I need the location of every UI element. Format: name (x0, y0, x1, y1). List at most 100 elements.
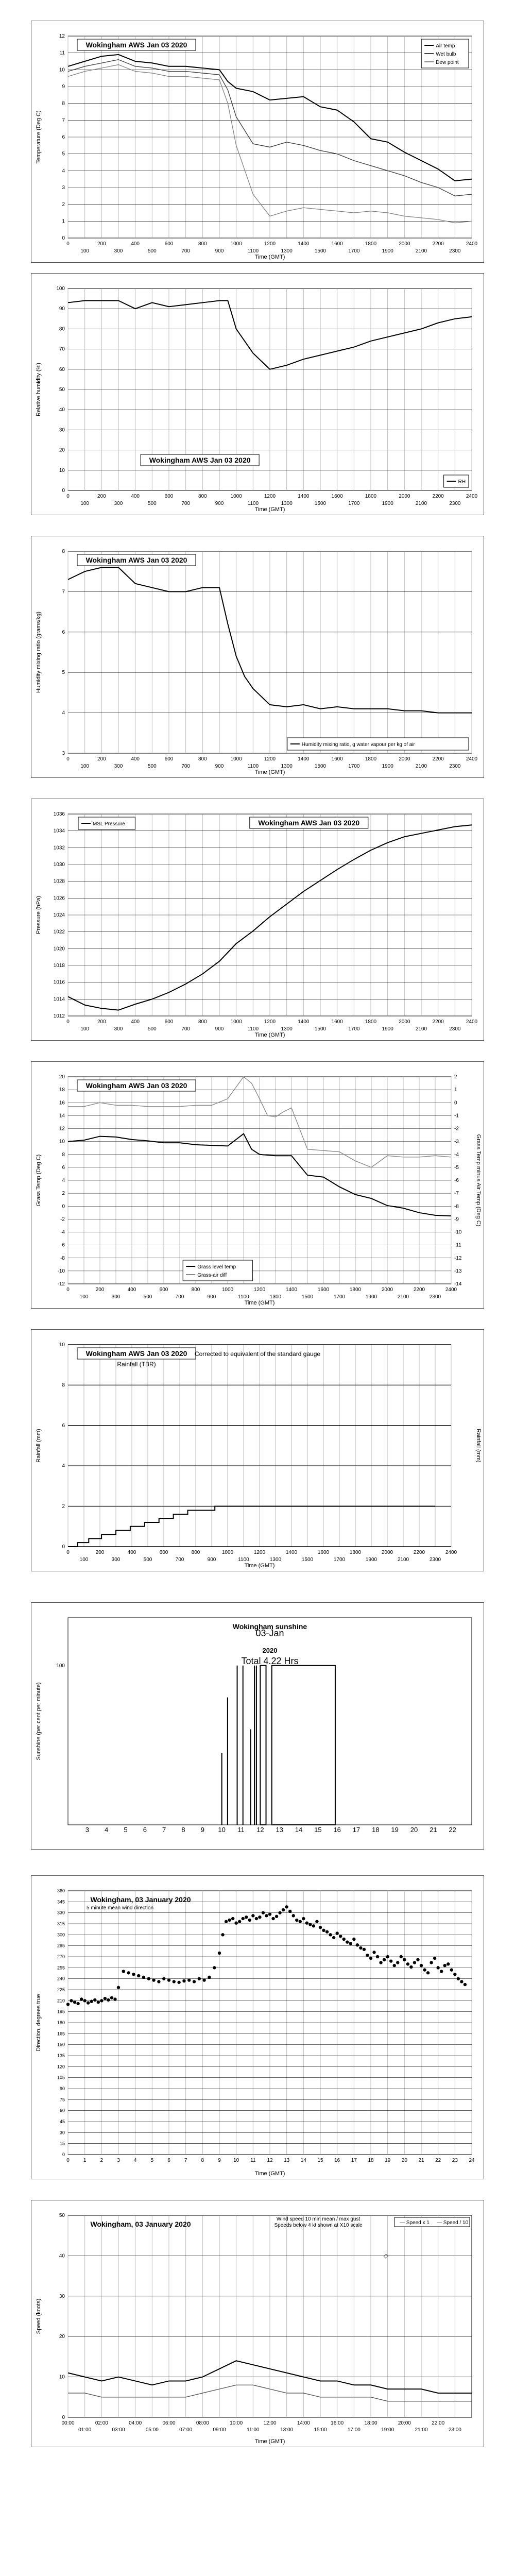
x-tick-label: 0 (66, 756, 70, 762)
x-tick-label: 200 (96, 1287, 105, 1293)
data-point (83, 1999, 87, 2003)
data-point (147, 1977, 150, 1980)
series-line-2 (68, 2384, 472, 2402)
outlier-point: ◇ (384, 2252, 389, 2259)
y2-tick-label: -6 (454, 1178, 459, 1183)
x-tick-label: 1500 (315, 1026, 327, 1032)
data-point (426, 1971, 430, 1975)
x-tick-label: 23 (452, 2158, 458, 2163)
y-tick-label: 30 (59, 427, 65, 433)
data-point (93, 1998, 97, 2002)
x-tick-label: 1900 (366, 1294, 377, 1300)
y-tick-label: 0 (62, 2415, 65, 2420)
x-tick-label: 2400 (466, 494, 478, 499)
data-point (288, 1909, 292, 1913)
y-tick-label: 30 (59, 2294, 65, 2299)
x-tick-label: 2400 (466, 1019, 478, 1025)
y-axis-label: Sunshine (per cent per minute) (36, 1682, 42, 1760)
x-tick-label: 1200 (264, 756, 276, 762)
mixing-ratio-chart: 0 100 200 300 400 500 600 700 800 900 1000 1100 1200… (31, 536, 484, 778)
x-tick-label: 2000 (399, 756, 410, 762)
y-tick-label: 1014 (54, 996, 65, 1002)
y-tick-label: 6 (62, 1423, 65, 1429)
x-tick-label: 1000 (231, 1019, 243, 1025)
y2-tick-label: -12 (454, 1256, 462, 1261)
y-tick-label: 12 (59, 33, 65, 39)
data-point (339, 1934, 342, 1938)
x-tick-label: 1200 (264, 1019, 276, 1025)
x-tick-label: 900 (215, 248, 224, 254)
y-tick-label: 7 (62, 117, 65, 123)
x-tick-label: 100 (80, 1557, 89, 1563)
y-tick-label: 10 (59, 1139, 65, 1145)
x-tick-label: 900 (208, 1557, 216, 1563)
legend-entry: — Speed x 1 (400, 2220, 430, 2226)
x-tick-label: 300 (112, 1294, 121, 1300)
x-tick-label: 14:00 (297, 2420, 310, 2426)
x-tick-label: 700 (181, 501, 190, 506)
y-tick-label: 75 (60, 2097, 65, 2102)
y-tick-label: -12 (58, 1281, 65, 1287)
x-tick-label: 2400 (445, 1550, 457, 1555)
x-axis-label: Time (GMT) (255, 506, 285, 513)
y-tick-label: 255 (57, 1965, 65, 1970)
x-tick-label: 20:00 (398, 2420, 411, 2426)
x-tick-label: 500 (144, 1557, 152, 1563)
x-tick-label: 2000 (399, 241, 410, 247)
y-tick-label: 60 (60, 2108, 65, 2113)
x-tick-label: 8 (181, 1826, 185, 1834)
x-tick-label: 17:00 (348, 2427, 360, 2433)
chart-total: Total 4.22 Hrs (241, 1656, 298, 1666)
x-tick-label: 1800 (350, 1287, 362, 1293)
data-point (440, 1970, 443, 1973)
y-tick-label: 20 (59, 448, 65, 453)
y2-tick-label: -9 (454, 1216, 459, 1222)
legend-entry: Air temp (436, 43, 455, 49)
legend-entry: Wet bulb (436, 52, 456, 57)
x-tick-label: 1700 (348, 248, 360, 254)
x-tick-label: 1800 (365, 494, 377, 499)
data-point (433, 1956, 437, 1960)
data-point (110, 1996, 114, 1999)
y-tick-label: 60 (59, 367, 65, 372)
x-tick-label: 1300 (270, 1294, 282, 1300)
x-tick-label: 1900 (366, 1557, 377, 1563)
x-tick-label: 19 (385, 2158, 391, 2163)
y-axis-label: Speed (knots) (36, 2299, 42, 2334)
y-tick-label: 2 (62, 1504, 65, 1510)
data-point (342, 1937, 346, 1941)
data-point (197, 1977, 201, 1980)
x-tick-label: 1800 (365, 1019, 377, 1025)
y-tick-label: 6 (62, 630, 65, 635)
x-tick-label: 17 (353, 1826, 360, 1834)
x-tick-label: 9 (218, 2158, 221, 2163)
x-tick-label: 2000 (399, 1019, 410, 1025)
data-point (208, 1975, 211, 1979)
series-line-1 (68, 1505, 435, 1547)
x-tick-label: 1100 (248, 1026, 259, 1032)
x-tick-label: 1800 (365, 756, 377, 762)
y-tick-label: 4 (62, 1463, 65, 1469)
chart-title: Wokingham, 03 January 2020 (90, 2220, 191, 2228)
x-tick-label: 2200 (433, 1019, 444, 1025)
x-tick-label: 14 (295, 1826, 302, 1834)
x-tick-label: 400 (131, 1019, 140, 1025)
x-tick-label: 01:00 (78, 2427, 91, 2433)
series-line-1 (67, 824, 472, 1011)
data-point (413, 1961, 417, 1964)
x-tick-label: 2300 (449, 248, 461, 254)
y-axis-label: Direction, degrees true (36, 1994, 42, 2051)
x-tick-label: 7 (162, 1826, 166, 1834)
data-point (70, 1999, 73, 2003)
y-tick-label: 4 (62, 710, 65, 716)
x-tick-label: 300 (114, 764, 123, 769)
x-tick-label: 11 (237, 1826, 245, 1834)
data-point (66, 2003, 70, 2006)
data-point (116, 1986, 121, 1989)
y-tick-label: 1034 (54, 828, 65, 834)
x-tick-label: 06:00 (162, 2420, 175, 2426)
x-tick-label: 100 (80, 764, 89, 769)
y-tick-label: 165 (57, 2031, 65, 2036)
data-point (261, 1911, 265, 1914)
y-tick-label: 3 (62, 751, 65, 756)
